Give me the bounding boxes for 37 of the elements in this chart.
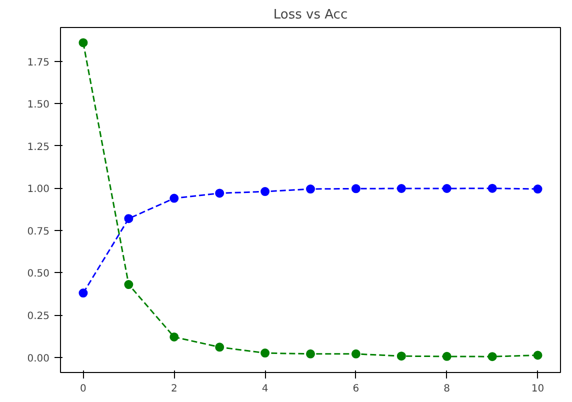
point xyxy=(351,184,360,194)
point xyxy=(215,342,224,352)
point xyxy=(533,184,542,194)
point xyxy=(124,214,134,224)
point xyxy=(351,349,360,358)
point xyxy=(78,288,88,298)
x-tick-label: 0 xyxy=(80,384,86,394)
y-tick-label: 0.75 xyxy=(27,226,50,238)
point xyxy=(215,188,224,198)
y-tick-label: 1.25 xyxy=(27,142,50,153)
point xyxy=(396,184,406,193)
y-tick-label: 0.25 xyxy=(27,311,50,322)
y-tick-label: 0.50 xyxy=(27,268,50,280)
point xyxy=(396,352,406,361)
y-tick-label: 1.50 xyxy=(27,100,50,111)
x-tick-label: 4 xyxy=(262,384,268,394)
point xyxy=(260,348,270,358)
point xyxy=(260,187,270,196)
point xyxy=(124,280,134,290)
y-tick-label: 1.75 xyxy=(27,57,50,68)
x-tick-label: 10 xyxy=(531,384,544,394)
chart-title: Loss vs Acc xyxy=(273,8,348,22)
x-tick-label: 2 xyxy=(170,384,178,394)
point xyxy=(306,184,315,194)
point xyxy=(170,332,179,342)
y-tick-label: 1.00 xyxy=(27,184,50,196)
point xyxy=(306,349,315,358)
point xyxy=(442,184,452,193)
x-tick-label: 6 xyxy=(352,384,360,394)
point xyxy=(78,38,88,48)
y-tick-label: 0.00 xyxy=(27,353,50,364)
point xyxy=(533,350,542,360)
x-tick-label: 8 xyxy=(444,384,450,394)
point xyxy=(488,184,497,193)
point xyxy=(488,352,497,362)
point xyxy=(442,352,452,361)
point xyxy=(170,194,179,203)
